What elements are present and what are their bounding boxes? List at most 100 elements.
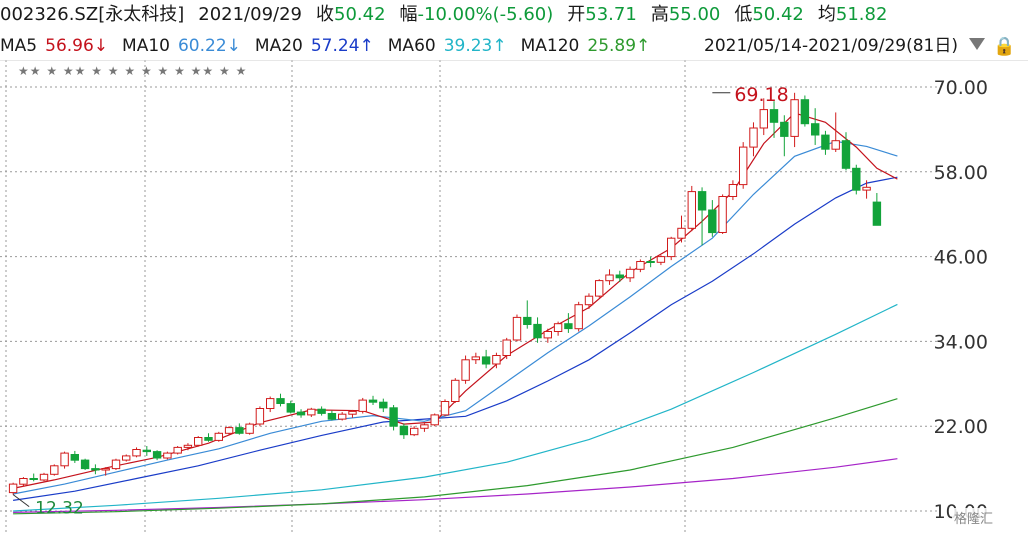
low-marker-line xyxy=(12,494,30,508)
candle-body xyxy=(194,437,203,446)
candle-body xyxy=(667,237,676,258)
change-value: -10.00%(-5.60) xyxy=(417,4,554,25)
candle-body xyxy=(245,423,254,434)
candle-body xyxy=(358,399,367,412)
ma10-label: MA10 xyxy=(122,36,170,56)
candle-body xyxy=(286,403,296,413)
y-tick-label: 34.00 xyxy=(934,331,988,353)
high-value: 55.00 xyxy=(668,4,721,25)
candle-body xyxy=(420,424,429,429)
candle-body xyxy=(605,274,614,282)
candle-body xyxy=(80,459,90,470)
candle-body xyxy=(574,304,583,330)
candle-body xyxy=(780,121,789,137)
candle-body xyxy=(749,127,758,148)
ma10-value: 60.22↓ xyxy=(177,36,241,56)
close-value: 50.42 xyxy=(334,4,386,25)
stars-row: ★★ ★ ★★ ★ ★ ★ ★ ★ ★ ★★ ★ ★ xyxy=(18,64,247,78)
ma120-label: MA120 xyxy=(520,36,580,56)
candle-body xyxy=(523,316,532,325)
candle-body xyxy=(19,478,28,485)
dropdown-arrow-icon[interactable] xyxy=(969,38,985,50)
ma60-line xyxy=(13,303,898,512)
candle-body xyxy=(502,339,511,356)
candle-body xyxy=(348,410,357,415)
candle-body xyxy=(584,295,594,306)
candle-body xyxy=(307,408,316,416)
candle-body xyxy=(471,356,481,361)
candle-body xyxy=(543,331,552,339)
ma60-label: MA60 xyxy=(387,36,436,56)
candle-body xyxy=(173,446,182,454)
ma120-line xyxy=(13,398,898,515)
candle-body xyxy=(862,186,871,191)
candle-body xyxy=(564,323,573,330)
candle-body xyxy=(111,459,121,470)
candle-body xyxy=(410,427,419,436)
candle-body xyxy=(595,280,604,297)
candle-body xyxy=(656,256,666,263)
candle-body xyxy=(39,473,49,481)
candle-body xyxy=(399,425,409,436)
candle-body xyxy=(636,261,645,270)
change-label: 幅 xyxy=(399,4,418,25)
candle-body xyxy=(368,399,378,403)
low-label: 低 xyxy=(734,4,753,25)
ma10-line xyxy=(12,140,898,495)
candle-body xyxy=(461,359,470,381)
candle-body xyxy=(224,427,234,434)
candle-body xyxy=(60,452,69,467)
ma20-line xyxy=(13,176,898,501)
candle-body xyxy=(708,209,717,234)
candle-body xyxy=(255,408,265,425)
candle-body xyxy=(379,401,388,409)
close-label: 收 xyxy=(316,4,334,25)
candle-body xyxy=(492,355,501,365)
candle-body xyxy=(790,99,799,137)
candle-body xyxy=(852,167,861,191)
ma20-label: MA20 xyxy=(254,36,303,56)
candle-body xyxy=(759,109,768,129)
high-label: 高 xyxy=(650,4,669,25)
candle-body xyxy=(831,140,840,150)
candle-body xyxy=(214,432,224,441)
candle-body xyxy=(8,483,18,494)
lock-icon[interactable]: 🔒 xyxy=(993,36,1016,57)
candle-body xyxy=(327,413,337,420)
stock-code[interactable]: 002326.SZ[永太科技] xyxy=(0,4,185,25)
candle-body xyxy=(91,468,100,471)
quote-date: 2021/09/29 xyxy=(198,4,302,25)
open-label: 开 xyxy=(567,4,586,25)
ma60-value: 39.23↑ xyxy=(443,36,507,56)
candle-body xyxy=(50,465,59,475)
y-tick-label: 70.00 xyxy=(934,77,988,99)
candle-body xyxy=(122,455,131,461)
candle-body xyxy=(152,451,162,459)
candle-body xyxy=(739,146,748,186)
ma5-line xyxy=(12,112,898,489)
candle-body xyxy=(440,401,450,416)
candle-body xyxy=(142,449,152,453)
candle-body xyxy=(183,444,193,448)
candle-body xyxy=(430,414,439,426)
candle-body xyxy=(70,454,79,461)
candle-body xyxy=(389,407,398,427)
candle-body xyxy=(769,109,779,123)
high-annotation: 69.18 xyxy=(734,84,788,106)
candle-body xyxy=(29,478,38,480)
ma5-label: MA5 xyxy=(0,36,38,56)
candle-body xyxy=(512,316,522,341)
candle-body xyxy=(687,191,696,229)
range-text: 2021/05/14-2021/09/29(81日) xyxy=(700,32,958,60)
candle-body xyxy=(811,123,820,136)
ma5-value: 56.96↓ xyxy=(45,36,109,56)
avg-value: 51.82 xyxy=(835,4,888,25)
candle-body xyxy=(718,196,727,233)
ma-legend: MA5 56.96↓ MA10 60.22↓ MA20 57.24↑ MA60 39.23↑ M… xyxy=(0,32,1028,60)
candle-body xyxy=(553,323,563,333)
quote-header: 002326.SZ[永太科技] 2021/09/29 收50.42 幅-10.00%(… xyxy=(0,0,1028,30)
candle-body xyxy=(266,398,275,410)
y-tick-label: 46.00 xyxy=(934,247,988,269)
avg-label: 均 xyxy=(817,4,836,25)
